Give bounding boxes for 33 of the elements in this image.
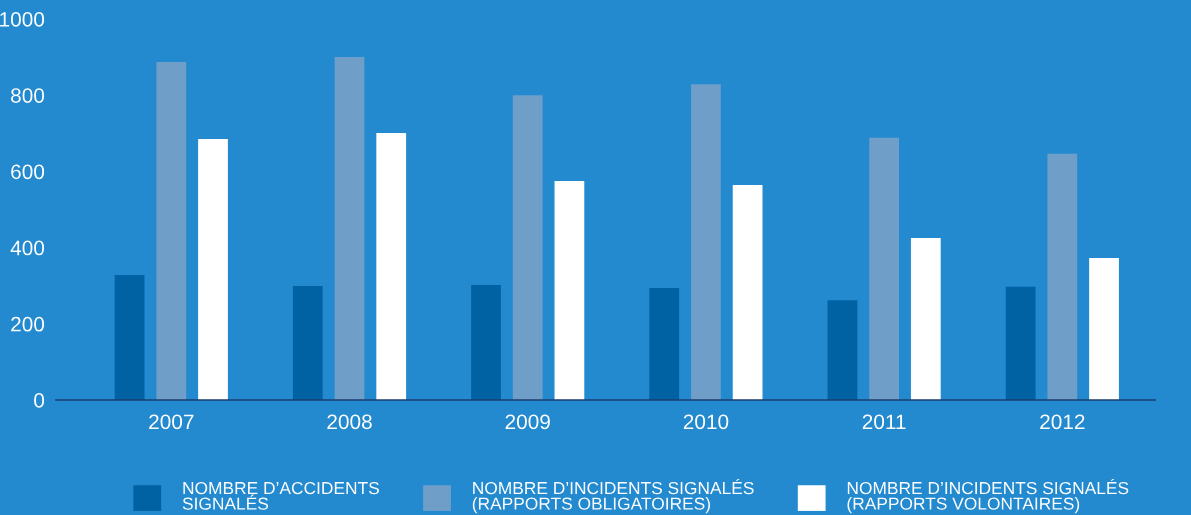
bar bbox=[292, 286, 323, 400]
x-tick-label: 2010 bbox=[683, 414, 729, 430]
bar bbox=[512, 95, 543, 400]
bar bbox=[156, 62, 187, 400]
y-tick-label: 400 bbox=[10, 240, 45, 256]
x-tick-label: 2012 bbox=[1040, 414, 1085, 430]
bar bbox=[471, 284, 501, 400]
x-tick-label: 2007 bbox=[149, 414, 194, 430]
y-tick-label: 0 bbox=[34, 393, 45, 408]
bar bbox=[691, 84, 721, 400]
legend-label: NOMBRE D’ACCIDENTS SIGNALÉS bbox=[182, 481, 379, 510]
bar bbox=[910, 238, 941, 400]
y-tick-label: 600 bbox=[11, 164, 45, 180]
bar bbox=[198, 139, 228, 400]
bar bbox=[649, 287, 680, 400]
bar bbox=[114, 275, 145, 400]
bar bbox=[732, 185, 763, 400]
x-tick-label: 2011 bbox=[862, 414, 906, 430]
x-tick-label: 2009 bbox=[505, 414, 550, 430]
bar bbox=[376, 132, 407, 400]
x-tick-label: 2008 bbox=[327, 414, 372, 430]
bar bbox=[827, 300, 858, 400]
legend-label: NOMBRE D’INCIDENTS SIGNALÉS (RAPPORTS OBLIGATOIRES) bbox=[472, 478, 754, 514]
bar bbox=[1089, 257, 1119, 400]
legend-label: NOMBRE D’INCIDENTS SIGNALÉS (RAPPORTS VOLONTAIRES) bbox=[847, 478, 1129, 514]
bar bbox=[1047, 153, 1078, 400]
bar bbox=[1005, 286, 1036, 400]
bar bbox=[554, 180, 585, 400]
y-tick-label: 1000 bbox=[0, 12, 45, 27]
y-tick-label: 200 bbox=[11, 316, 45, 332]
bar bbox=[869, 137, 900, 400]
bar bbox=[334, 57, 365, 400]
y-tick-label: 800 bbox=[11, 88, 45, 103]
